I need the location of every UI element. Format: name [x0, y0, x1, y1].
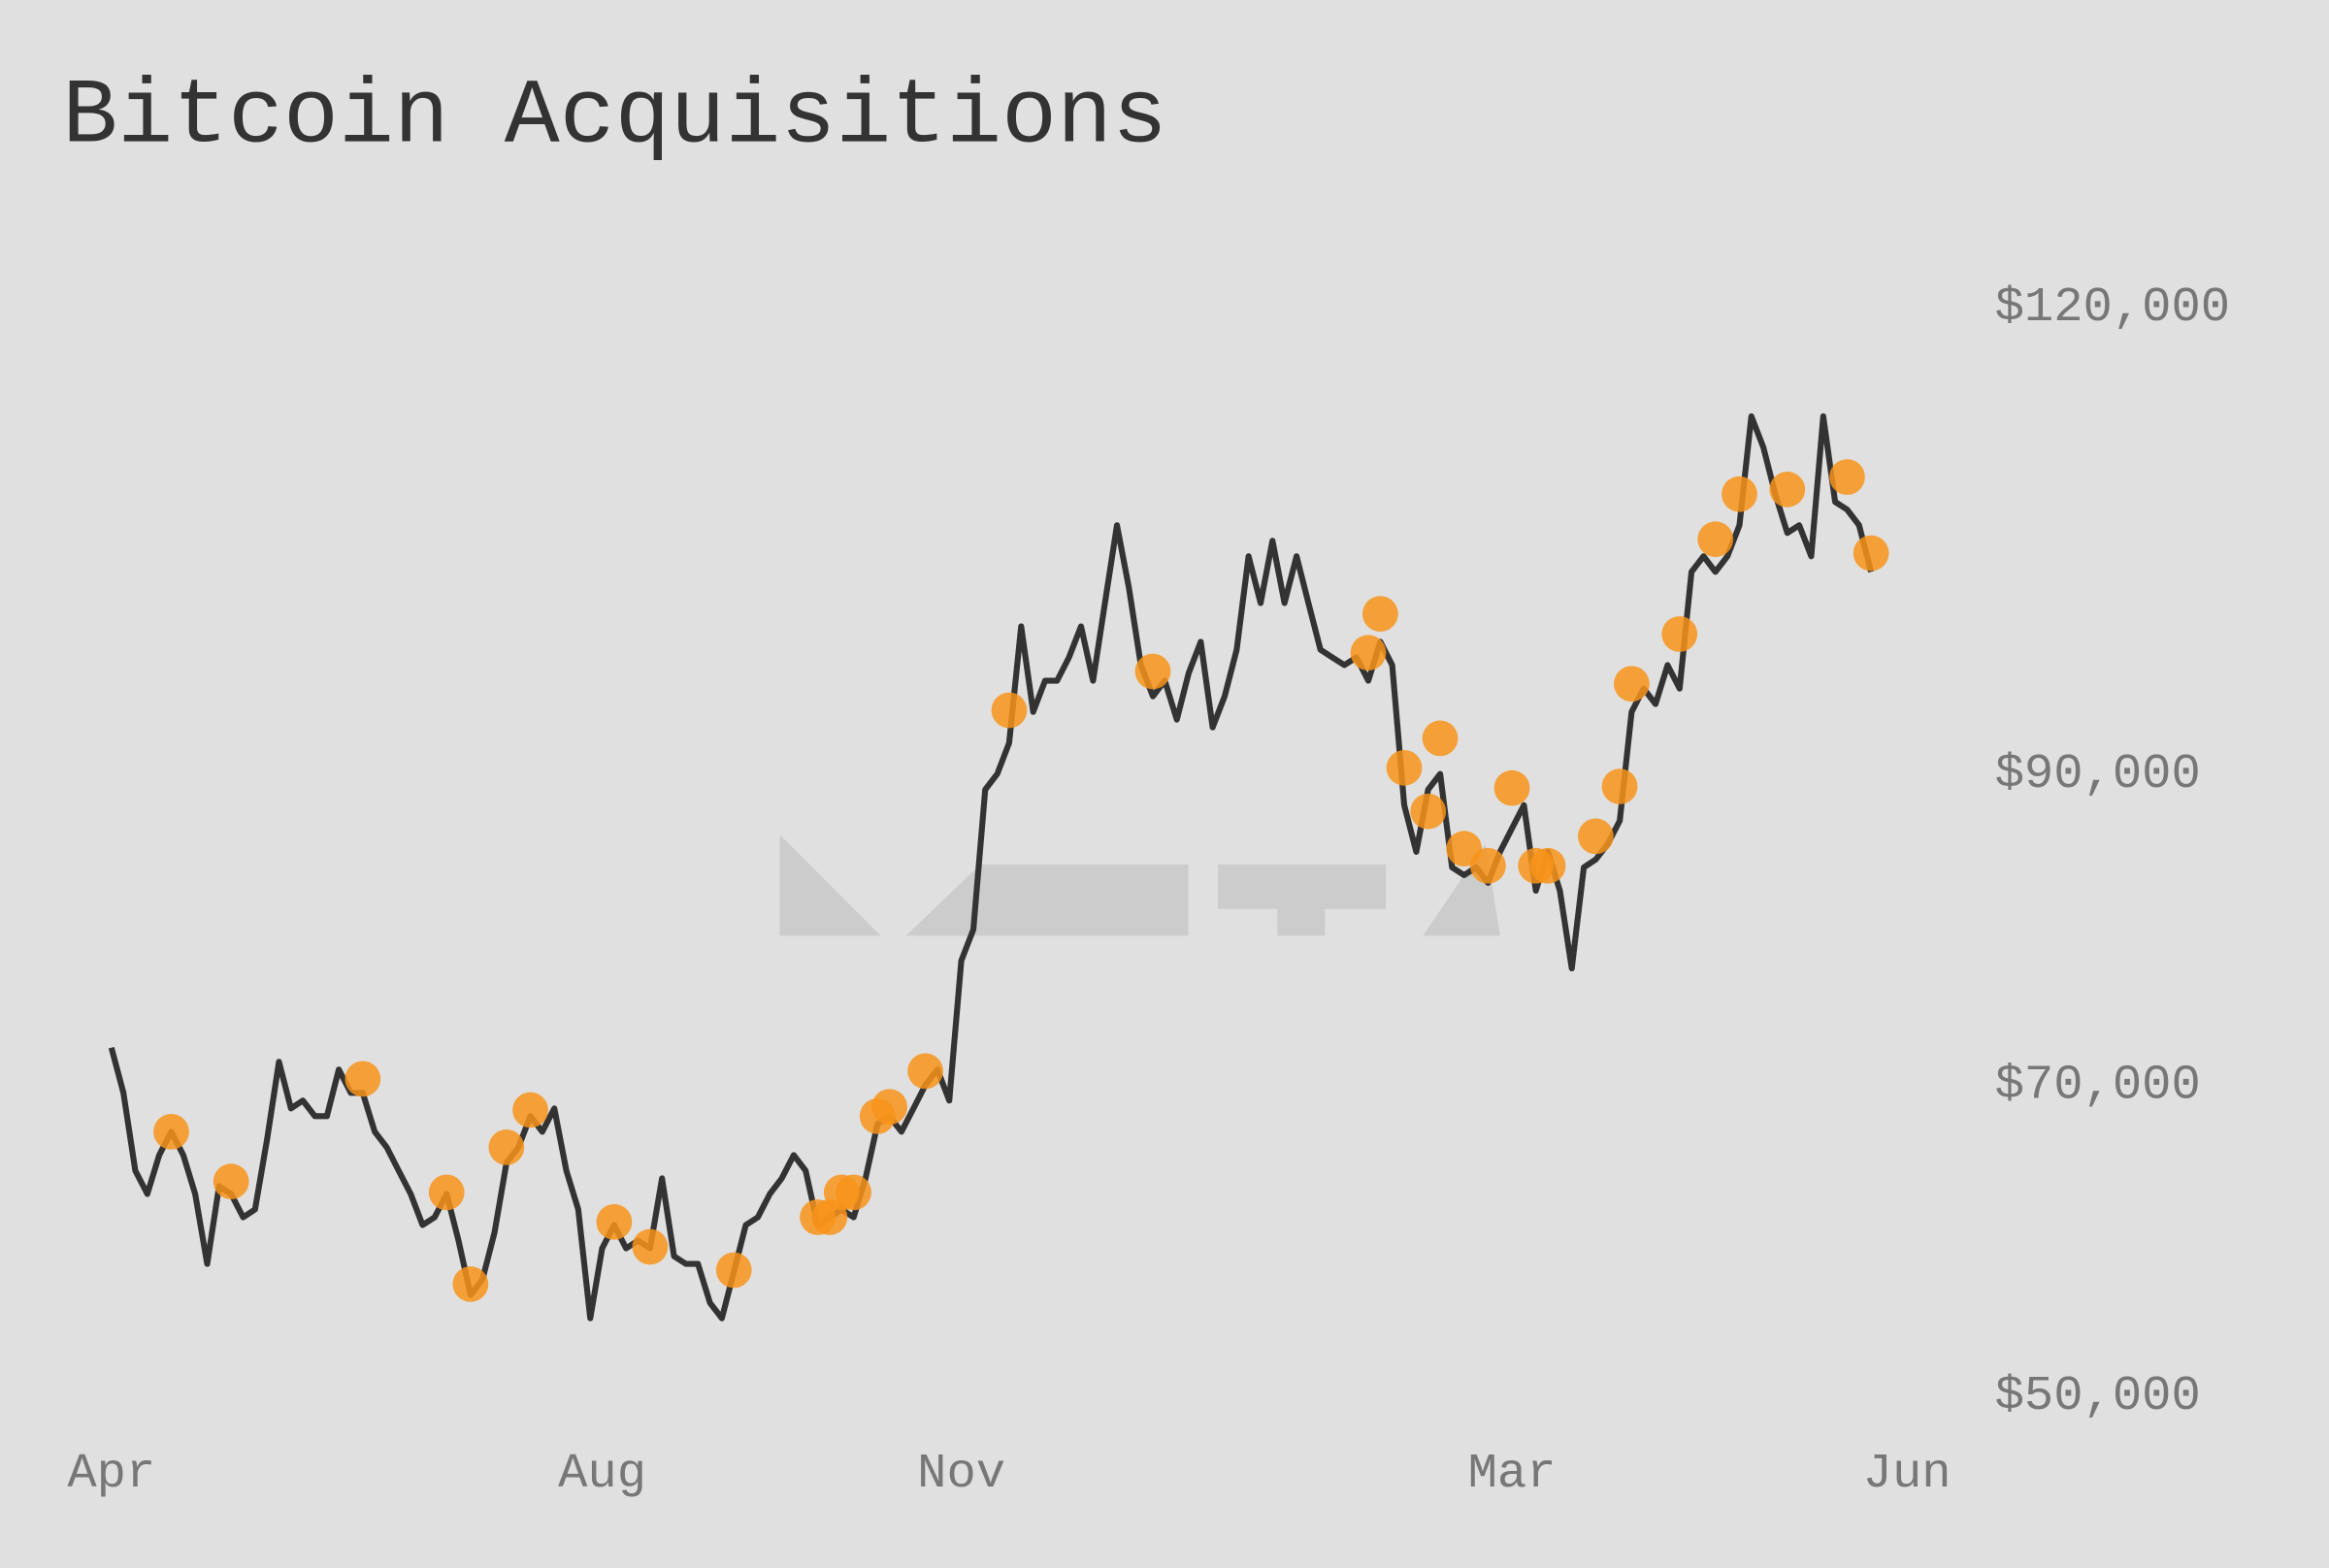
acquisition-dot — [488, 1129, 525, 1165]
acquisition-dot — [1853, 535, 1889, 572]
acquisition-dot — [1769, 472, 1806, 507]
acquisition-dot — [1722, 475, 1757, 512]
acquisition-dot — [1529, 847, 1566, 884]
acquisition-dot — [596, 1203, 633, 1240]
y-tick-label: $120,000 — [1995, 280, 2230, 336]
acquisition-dot — [1350, 635, 1387, 671]
acquisition-dot — [871, 1089, 907, 1126]
acquisition-dot — [1661, 616, 1698, 652]
acquisition-dot — [452, 1266, 489, 1302]
y-tick-label: $70,000 — [1995, 1059, 2201, 1114]
acquisition-dot — [991, 692, 1028, 729]
acquisition-dot — [512, 1092, 548, 1128]
acquisition-dot — [1601, 768, 1638, 804]
acquisition-dot — [1410, 793, 1447, 830]
acquisition-dot — [344, 1061, 381, 1097]
acquisition-dot — [1829, 459, 1865, 495]
acquisition-dot — [907, 1053, 943, 1090]
x-tick-label: Apr — [67, 1447, 155, 1502]
x-tick-label: Nov — [917, 1447, 1005, 1502]
y-tick-label: $90,000 — [1995, 747, 2201, 802]
acquisition-dot — [1614, 666, 1650, 702]
acquisition-dot — [153, 1114, 189, 1150]
acquisition-dot — [715, 1252, 752, 1289]
acquisition-dot — [1422, 720, 1459, 757]
acquisition-dot — [1493, 769, 1530, 806]
acquisition-dot — [836, 1174, 871, 1211]
acquisition-dot — [1361, 596, 1398, 633]
x-tick-label: Jun — [1863, 1447, 1952, 1502]
acquisition-dot — [213, 1163, 249, 1200]
x-tick-label: Mar — [1468, 1447, 1557, 1502]
acquisition-dot — [1386, 749, 1423, 786]
chart-title: Bitcoin Acquisitions — [62, 65, 1167, 169]
acquisition-dot — [1470, 847, 1506, 884]
price-line — [108, 413, 1875, 1322]
x-tick-label: Aug — [558, 1447, 646, 1502]
acquisition-dot — [1697, 521, 1734, 558]
y-tick-label: $50,000 — [1995, 1369, 2201, 1424]
acquisition-dot — [1134, 653, 1171, 690]
acquisition-dot — [632, 1228, 669, 1265]
acquisition-dot — [1578, 818, 1614, 855]
acquisition-dot — [428, 1174, 465, 1211]
